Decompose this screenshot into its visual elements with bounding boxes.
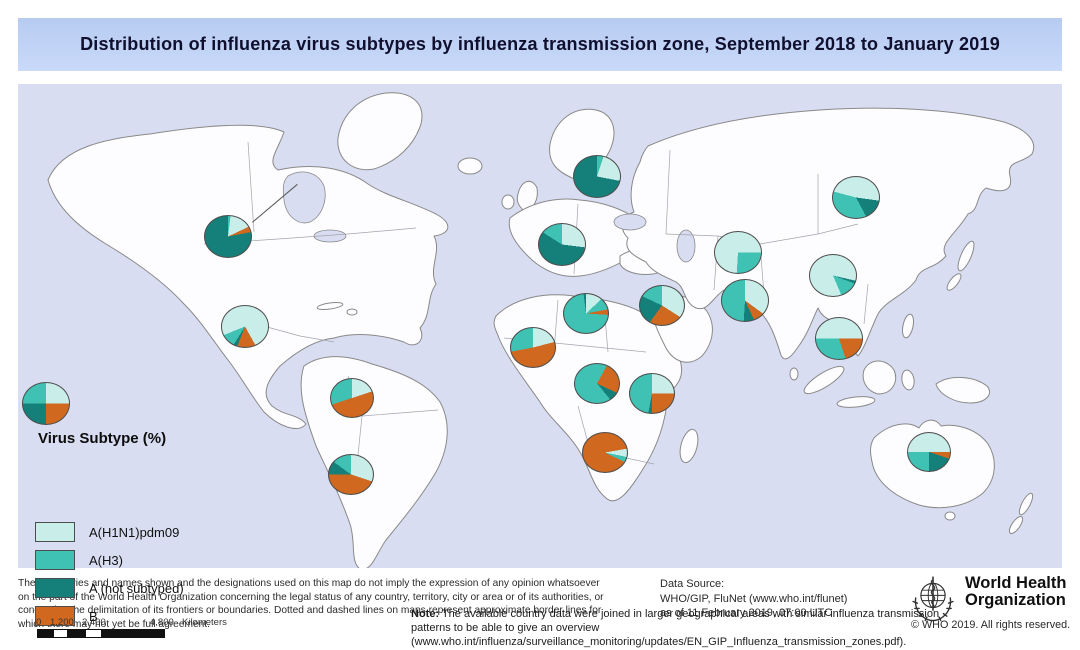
legend-item-label: A (not subtyped) <box>89 580 184 596</box>
scale-tick-1: 1,200 <box>50 617 74 628</box>
land-philippines <box>902 313 914 339</box>
scale-unit: Kilometers <box>182 617 227 628</box>
page-title: Distribution of influenza virus subtypes… <box>18 18 1062 71</box>
scale-tick-3: 4,800 <box>150 617 174 628</box>
data-source: Data Source: WHO/GIP, FluNet (www.who.in… <box>660 577 847 621</box>
land-new-guinea <box>935 377 991 404</box>
who-copyright: © WHO 2019. All rights reserved. <box>911 619 1071 631</box>
land-sri-lanka <box>789 367 799 381</box>
data-source-line1: Data Source: <box>660 578 725 590</box>
land-cuba <box>316 302 344 310</box>
who-name-line1: World Health <box>965 574 1067 592</box>
land-hispaniola <box>346 308 358 316</box>
map-area: Virus Subtype (%) A(H1N1)pdm09 A(H3) A (no… <box>18 84 1062 648</box>
legend-item-0: A(H1N1)pdm09 <box>35 522 184 542</box>
land-borneo <box>862 360 897 395</box>
scale-tick-2: 2,400 <box>82 617 106 628</box>
water-black-sea <box>613 213 647 231</box>
world-map-graphic <box>18 84 1062 568</box>
land-uk <box>516 180 538 212</box>
legend-swatch <box>35 522 75 542</box>
land-iceland <box>457 157 483 175</box>
land-new-zealand-south <box>1008 515 1024 535</box>
legend-swatch <box>35 578 75 598</box>
data-source-line3: as of 11 February 2019, 07:00 UTC <box>660 607 833 620</box>
legend: A(H1N1)pdm09 A(H3) A (not subtyped) B <box>35 522 184 634</box>
land-sulawesi <box>901 369 915 391</box>
scale-bar-segments <box>37 629 165 638</box>
water-great-lakes <box>313 229 347 243</box>
water-caspian-sea <box>676 229 696 263</box>
legend-item-label: B <box>89 608 98 624</box>
map-note: Note: The available country data were jo… <box>411 608 976 650</box>
legend-item-label: A(H3) <box>89 552 123 568</box>
disclaimer-text: The boundaries and names shown and the d… <box>18 578 604 630</box>
legend-swatch <box>35 550 75 570</box>
land-greenland <box>337 92 423 171</box>
land-north-america <box>47 124 449 429</box>
legend-item-label: A(H1N1)pdm09 <box>89 524 180 540</box>
data-source-line2: WHO/GIP, FluNet (www.who.int/flunet) <box>660 592 848 605</box>
land-japan-kyushu <box>946 273 962 291</box>
who-emblem-icon <box>912 576 954 622</box>
legend-item-1: A(H3) <box>35 550 184 570</box>
who-name-line2: Organization <box>965 591 1066 610</box>
legend-item-2: A (not subtyped) <box>35 578 184 598</box>
land-ireland <box>501 194 515 210</box>
water-hudson-bay <box>282 171 326 224</box>
note-text: The available country data were joined i… <box>411 608 940 648</box>
scale-bar: 0 1,200 2,400 4,800 Kilometers <box>36 617 236 639</box>
scale-tick-0: 0 <box>36 617 42 628</box>
land-java <box>836 396 876 408</box>
note-label: Note: <box>411 608 440 620</box>
land-japan-honshu <box>957 240 975 272</box>
legend-swatch <box>35 606 75 626</box>
who-name: World Health Organization <box>965 574 1067 610</box>
land-new-zealand-north <box>1018 492 1034 516</box>
legend-item-3: B <box>35 606 184 626</box>
land-madagascar <box>679 428 699 464</box>
land-sumatra <box>803 365 845 395</box>
legend-title: Virus Subtype (%) <box>38 430 167 447</box>
land-tasmania <box>944 511 956 521</box>
